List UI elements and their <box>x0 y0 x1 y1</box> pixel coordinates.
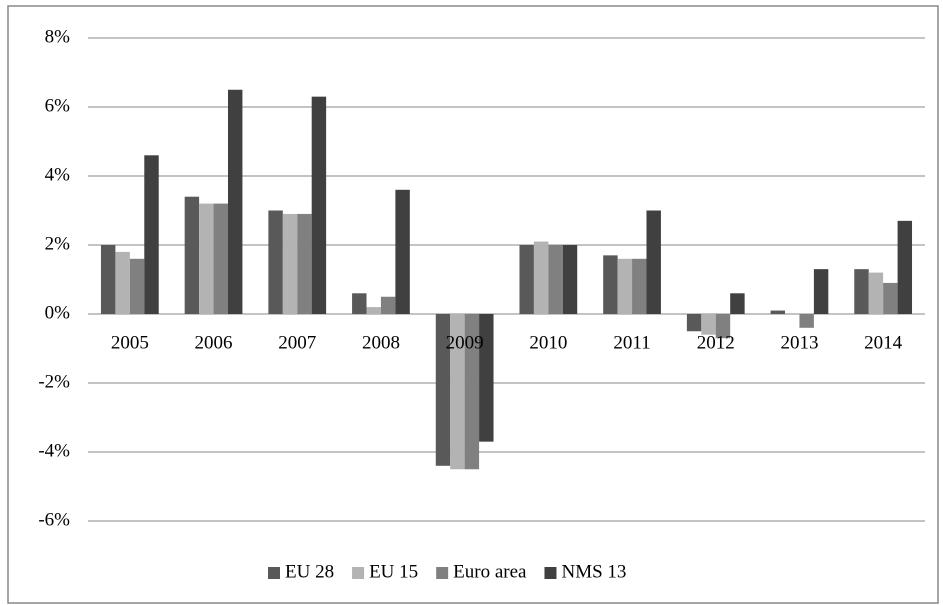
legend-swatch <box>544 567 557 579</box>
bar <box>686 314 702 332</box>
bar <box>603 255 618 314</box>
bar <box>268 210 283 314</box>
bar <box>100 245 116 314</box>
bar <box>715 314 731 339</box>
x-tick-label: 2014 <box>864 332 903 353</box>
bar <box>435 314 451 466</box>
legend-label: EU 15 <box>369 561 418 582</box>
y-tick-label: 0% <box>45 302 71 323</box>
bar <box>562 245 578 314</box>
bar <box>868 272 884 314</box>
bar <box>366 307 381 314</box>
bar <box>897 220 913 314</box>
bar <box>770 310 786 314</box>
y-tick-label: -4% <box>38 440 70 461</box>
legend-label: EU 28 <box>285 561 334 582</box>
bar <box>479 314 494 442</box>
bar <box>799 314 814 328</box>
bar <box>199 203 214 314</box>
bar <box>533 241 549 314</box>
y-tick-label: -2% <box>38 371 70 392</box>
x-tick-label: 2013 <box>780 332 818 353</box>
bar <box>646 210 661 314</box>
x-tick-label: 2008 <box>362 332 400 353</box>
bar <box>813 269 829 314</box>
x-tick-label: 2006 <box>195 332 233 353</box>
bar <box>854 269 869 314</box>
legend-swatch <box>268 567 280 579</box>
x-tick-label: 2011 <box>613 332 650 353</box>
y-tick-label: -6% <box>38 509 70 530</box>
bar <box>144 155 159 314</box>
x-tick-label: 2012 <box>697 332 735 353</box>
bar <box>548 245 563 314</box>
bar <box>184 196 200 314</box>
bar <box>311 96 327 315</box>
bar <box>464 314 480 470</box>
x-tick-label: 2007 <box>278 332 316 353</box>
bar <box>632 258 647 314</box>
bar <box>395 189 410 314</box>
bar <box>450 314 465 470</box>
bar <box>730 293 745 314</box>
y-tick-label: 2% <box>45 233 71 254</box>
y-tick-label: 6% <box>45 95 71 116</box>
bar <box>213 203 228 314</box>
bar <box>617 258 633 314</box>
bar <box>115 251 130 314</box>
bar <box>297 213 312 314</box>
chart-border <box>7 5 939 604</box>
x-tick-label: 2009 <box>446 332 484 353</box>
bar <box>129 258 145 314</box>
x-tick-label: 2010 <box>529 332 567 353</box>
bar <box>701 314 716 335</box>
bar <box>352 293 367 314</box>
y-tick-label: 8% <box>45 26 71 47</box>
bar <box>883 282 898 314</box>
legend-swatch <box>352 567 365 579</box>
bar <box>380 296 396 314</box>
legend-label: NMS 13 <box>561 561 626 582</box>
bar <box>282 213 298 314</box>
bar <box>227 89 243 314</box>
legend-swatch <box>436 567 449 579</box>
bar <box>519 245 534 314</box>
y-tick-label: 4% <box>45 164 71 185</box>
x-tick-label: 2005 <box>111 332 149 353</box>
legend-label: Euro area <box>453 561 527 582</box>
